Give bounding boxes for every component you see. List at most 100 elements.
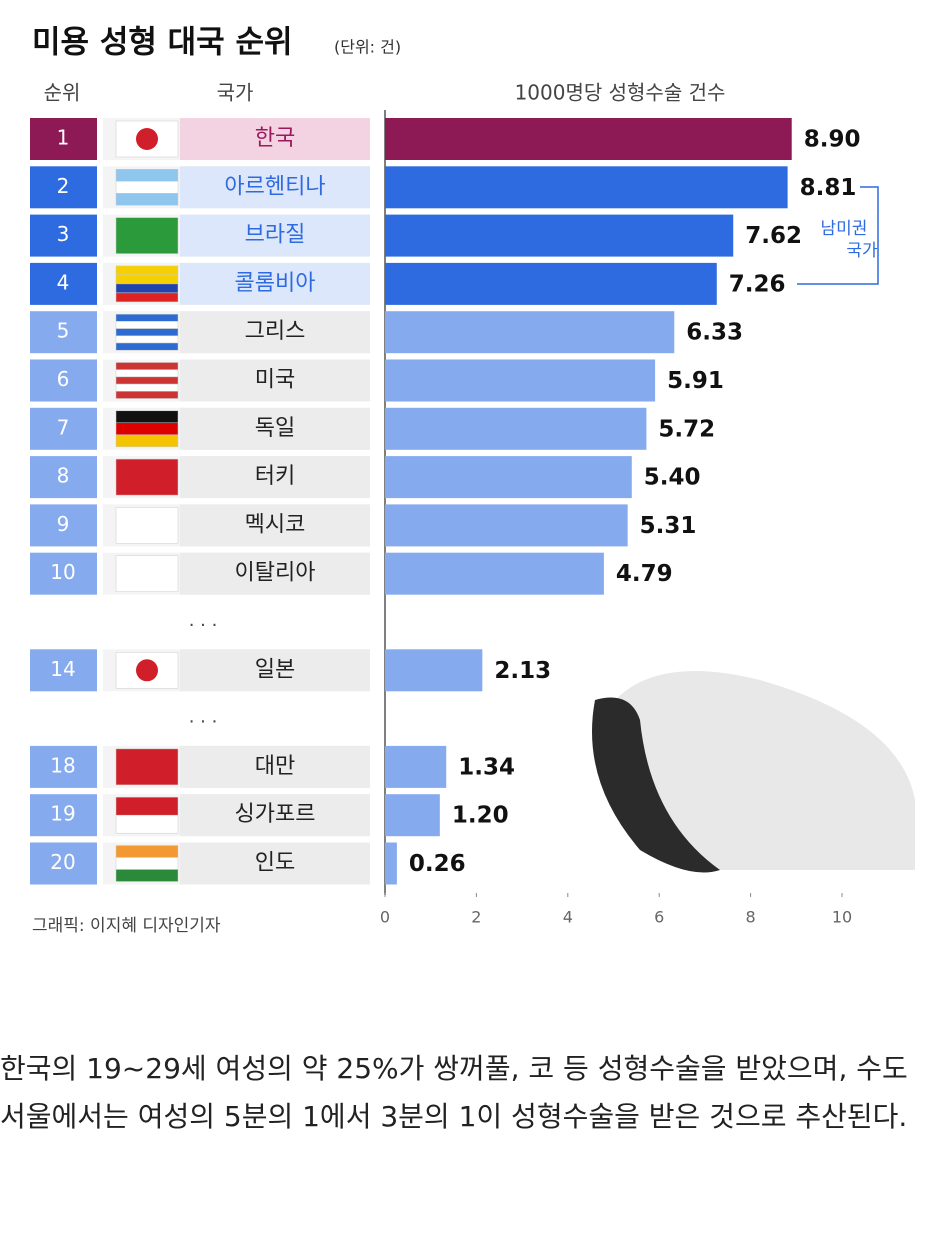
rank-cell [30,166,97,209]
rank-header: 순위 [44,81,81,105]
rank-cell [30,649,97,692]
rank-label: 9 [57,512,70,536]
value-label: 2.13 [494,658,551,684]
bar [385,456,632,499]
flag [115,376,179,385]
rank-cell [30,262,97,305]
flag [115,193,179,206]
flag [115,335,179,344]
name-cell [180,842,370,885]
rank-cell [30,794,97,837]
rank-label: 20 [50,850,75,874]
flag [115,362,179,370]
value-label: 5.40 [644,465,701,491]
x-tick-label: 0 [380,908,390,927]
x-tick-label: 2 [471,908,481,927]
gap-label: · · · [189,712,218,733]
name-cell [180,359,370,402]
flag [115,748,179,786]
rank-cell [30,311,97,354]
rank-label: 6 [57,367,70,391]
flag [115,857,179,870]
x-tick-label: 10 [832,908,852,927]
rank-label: 1 [57,126,70,150]
flag [115,434,179,448]
rank-label: 19 [50,802,75,826]
x-tick-label: 8 [746,908,756,927]
flag [115,796,179,816]
flag [115,391,179,399]
name-cell [180,504,370,547]
country-label: 일본 [255,657,295,682]
flag [115,458,179,496]
country-label: 터키 [255,464,295,489]
bar [385,359,656,402]
flag [115,845,179,858]
country-header: 국가 [217,81,254,105]
name-cell [180,311,370,354]
value-label: 5.91 [667,368,724,394]
flag [115,383,179,392]
country-label: 싱가포르 [235,802,316,827]
credit: 그래픽: 이지혜 디자인기자 [32,916,221,936]
flag [115,321,179,329]
rank-label: 18 [50,753,75,777]
country-label: 인도 [255,851,295,876]
bar [385,311,675,354]
rank-cell [30,214,97,257]
flag [115,328,179,337]
country-label: 대만 [255,754,295,779]
country-label: 브라질 [245,223,306,248]
bar [385,262,717,305]
flag [115,410,179,424]
flag [115,292,179,303]
bar [385,504,628,547]
chart: 미용 성형 대국 순위 (단위: 건) 순위 국가 1000명당 성형수술 건수… [30,25,915,936]
bar [385,649,483,692]
name-cell [180,552,370,595]
country-label: 이탈리아 [235,561,316,586]
country-label: 그리스 [245,319,306,344]
bar [385,745,447,788]
flag [115,342,179,351]
rank-cell [30,842,97,885]
flag [115,369,179,378]
annotation: 남미권 [821,219,868,239]
name-cell [180,407,370,450]
flag [115,181,179,194]
rank-cell [30,118,97,160]
rank-cell [30,745,97,788]
country-label: 한국 [255,126,295,151]
rank-label: 2 [57,174,70,198]
value-label: 7.26 [729,271,786,297]
flag [136,128,158,150]
unit: (단위: 건) [334,38,401,57]
name-cell [180,745,370,788]
rank-cell [30,407,97,450]
flag [115,283,179,294]
value-label: 1.20 [452,803,509,829]
bar [385,118,792,160]
country-label: 독일 [255,416,295,441]
rank-label: 3 [57,222,70,246]
country-label: 아르헨티나 [224,174,325,199]
flag [115,814,179,834]
rank-label: 10 [50,560,75,584]
name-cell [180,794,370,837]
bar [385,407,647,450]
value-label: 7.62 [745,223,802,249]
value-label: 4.79 [616,561,673,587]
flag [115,265,179,276]
rank-label: 14 [50,657,75,681]
rank-cell [30,359,97,402]
value-label: 5.31 [640,513,697,539]
name-cell [180,166,370,209]
name-cell [180,456,370,499]
bar [385,166,788,209]
flag [115,274,179,285]
flag [115,169,179,182]
name-cell [180,118,370,160]
annotation: 국가 [846,241,878,261]
rank-label: 5 [57,319,70,343]
